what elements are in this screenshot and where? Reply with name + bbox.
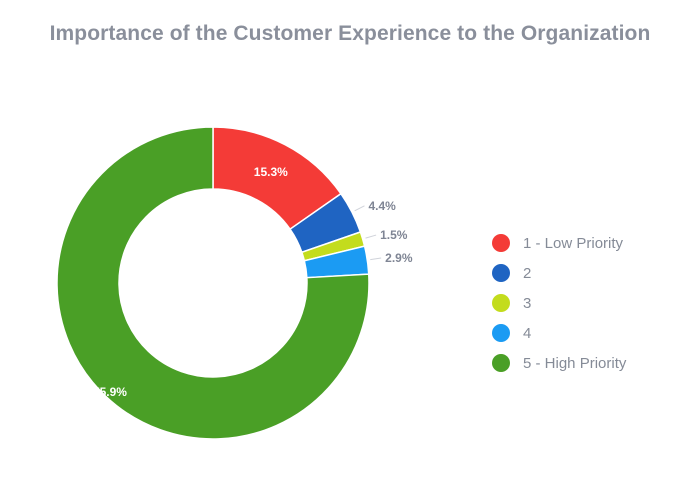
- leader-line-2: [354, 205, 365, 212]
- legend-label: 3: [523, 294, 532, 312]
- data-label-2: 4.4%: [368, 199, 396, 213]
- legend-swatch-icon: [492, 324, 510, 342]
- leader-line-3: [365, 234, 377, 239]
- chart-legend: 1 - Low Priority 2 3 4 5 - High Priority: [492, 228, 626, 378]
- data-label-1: 15.3%: [254, 165, 288, 179]
- legend-item-2[interactable]: 2: [492, 258, 626, 288]
- legend-swatch-icon: [492, 234, 510, 252]
- data-label-5: 75.9%: [93, 385, 127, 399]
- data-label-4: 2.9%: [385, 251, 413, 265]
- legend-label: 4: [523, 324, 532, 342]
- legend-item-3[interactable]: 3: [492, 288, 626, 318]
- legend-label: 5 - High Priority: [523, 354, 627, 372]
- chart-title: Importance of the Customer Experience to…: [49, 22, 651, 45]
- legend-swatch-icon: [492, 264, 510, 282]
- legend-item-5[interactable]: 5 - High Priority: [492, 348, 626, 378]
- legend-label: 1 - Low Priority: [523, 234, 624, 252]
- legend-label: 2: [523, 264, 532, 282]
- data-label-3: 1.5%: [380, 228, 408, 242]
- legend-swatch-icon: [492, 294, 510, 312]
- legend-item-4[interactable]: 4: [492, 318, 626, 348]
- legend-item-1[interactable]: 1 - Low Priority: [492, 228, 626, 258]
- legend-swatch-icon: [492, 354, 510, 372]
- leader-line-4: [370, 257, 382, 261]
- donut-slice-5[interactable]: [56, 126, 370, 440]
